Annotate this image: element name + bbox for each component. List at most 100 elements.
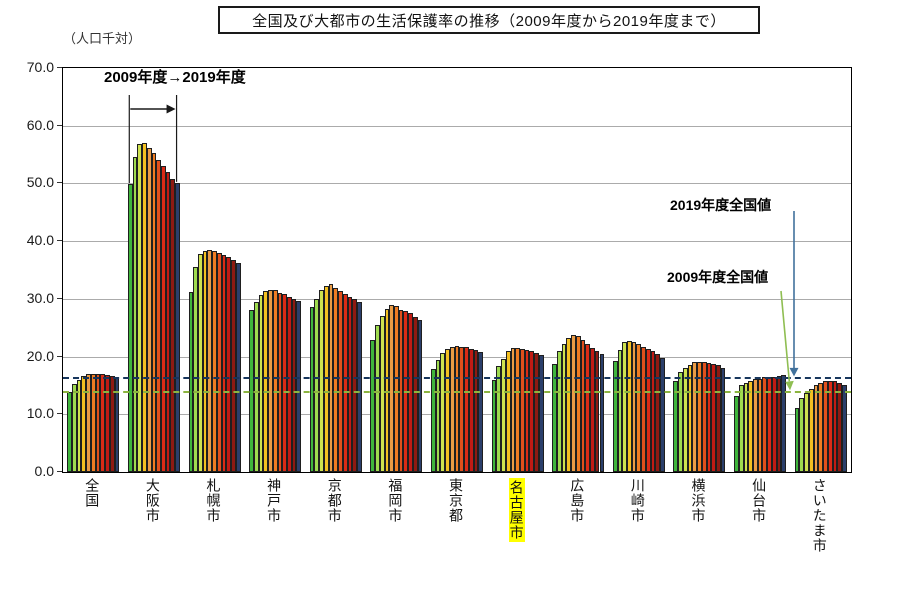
x-category-label-大阪市: 大阪市 [144,478,161,523]
bar-京都市-2019 [357,302,362,472]
bar-仙台市-2009 [734,395,739,472]
bar-全国-2017 [105,375,110,472]
bar-川崎市-2010 [617,349,623,472]
x-category-label-名古屋市: 名古屋市 [508,478,525,542]
bar-札幌市-2018 [231,259,236,472]
bar-広島市-2013 [571,335,576,472]
y-tick-mark-70 [57,67,62,68]
bar-広島市-2015 [580,339,586,472]
bar-東京都-2013 [449,346,455,472]
bar-大阪市-2012 [142,143,147,472]
bar-大阪市-2011 [137,144,143,472]
bar-名古屋市-2016 [524,350,530,472]
x-category-label-全国: 全国 [84,478,101,508]
bar-京都市-2010 [314,298,320,472]
bar-東京都-2018 [473,349,479,472]
bar-東京都-2009 [430,368,436,472]
bar-広島市-2010 [556,351,562,472]
bar-横浜市-2016 [706,362,712,472]
bar-川崎市-2012 [627,341,632,472]
x-category-label-横浜市: 横浜市 [690,478,707,523]
bar-全国-2014 [90,373,96,472]
y-tick-label-30: 30.0 [26,289,54,306]
bar-仙台市-2011 [743,383,749,472]
bar-川崎市-2009 [612,360,618,472]
bar-福岡市-2014 [394,305,399,472]
bar-神戸市-2016 [282,294,287,472]
bar-名古屋市-2014 [515,347,520,472]
bar-川崎市-2013 [631,341,637,472]
bar-横浜市-2014 [697,361,702,472]
bar-全国-2012 [81,376,87,472]
bar-名古屋市-2018 [534,353,539,472]
bar-神戸市-2012 [263,291,269,472]
bar-横浜市-2009 [673,381,679,472]
y-tick-label-50: 50.0 [26,174,54,191]
bar-大阪市-2015 [156,160,161,472]
reference-line-2009年度全国値 [63,391,851,394]
bar-名古屋市-2015 [519,349,525,472]
bar-札幌市-2009 [188,291,194,472]
bar-全国-2018 [109,376,115,472]
bar-東京都-2010 [435,360,441,472]
bar-大阪市-2018 [170,179,176,472]
bar-福岡市-2013 [389,305,394,472]
bar-仙台市-2014 [757,378,763,472]
bar-横浜市-2011 [682,367,688,472]
bar-東京都-2014 [454,346,460,472]
bar-札幌市-2016 [221,255,227,472]
bar-仙台市-2019 [781,375,787,472]
bar-川崎市-2017 [650,351,656,472]
bar-全国-2015 [95,373,101,472]
bar-広島市-2019 [599,354,605,472]
bar-横浜市-2010 [678,371,683,472]
bar-名古屋市-2010 [496,366,502,472]
bar-名古屋市-2009 [491,379,497,472]
bar-札幌市-2014 [212,250,217,472]
bar-大阪市-2010 [132,157,138,472]
y-tick-mark-10 [57,413,62,415]
bar-全国-2013 [86,374,91,472]
bar-大阪市-2013 [146,147,152,472]
annotation-national-2009-label: 2009年度全国値 [667,269,769,285]
bar-川崎市-2016 [645,349,651,472]
bar-広島市-2014 [575,336,581,472]
bar-横浜市-2018 [716,364,721,472]
bar-川崎市-2019 [660,357,665,472]
bar-神戸市-2013 [268,289,273,472]
bar-札幌市-2017 [226,257,232,472]
y-tick-label-0: 0.0 [34,463,54,479]
bar-札幌市-2012 [202,250,208,472]
bar-札幌市-2019 [235,262,241,472]
bar-名古屋市-2013 [510,347,516,472]
y-tick-mark-50 [57,182,62,184]
bar-さいたま市-2009 [794,407,800,472]
bar-横浜市-2013 [692,362,698,472]
bar-大阪市-2019 [175,182,180,472]
bar-札幌市-2010 [193,267,198,472]
y-tick-label-40: 40.0 [26,232,54,249]
annotation-range-label: 2009年度→2019年度 [104,69,246,86]
bar-全国-2016 [100,374,106,472]
bar-横浜市-2015 [701,362,707,472]
bar-札幌市-2015 [216,252,222,472]
y-tick-label-60: 60.0 [26,116,54,133]
y-tick-mark-20 [57,355,62,357]
bar-東京都-2011 [440,353,446,472]
x-category-label-仙台市: 仙台市 [751,478,768,523]
bar-大阪市-2009 [127,184,133,472]
bar-京都市-2011 [319,289,324,472]
gridline-y-50 [63,183,851,185]
bar-神戸市-2017 [286,296,292,472]
gridline-y-40 [63,241,851,243]
x-category-label-東京都: 東京都 [448,478,464,523]
bar-京都市-2017 [347,297,353,472]
bar-仙台市-2010 [738,384,744,472]
bar-名古屋市-2011 [501,359,506,472]
bar-広島市-2016 [585,343,591,472]
bar-大阪市-2017 [165,172,171,472]
bar-神戸市-2019 [296,301,302,472]
plot-area [62,67,852,473]
bar-横浜市-2019 [720,367,726,472]
